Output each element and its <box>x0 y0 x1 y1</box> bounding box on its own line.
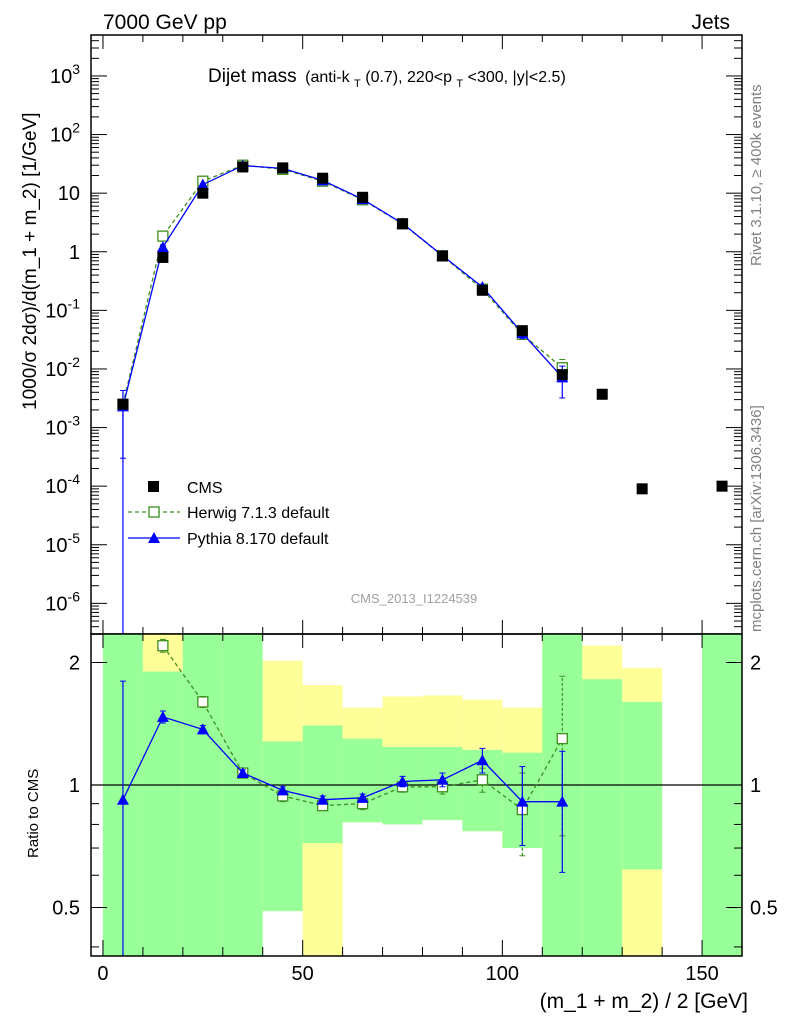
cms-point <box>397 218 409 230</box>
watermark: CMS_2013_I1224539 <box>351 591 478 606</box>
legend-cms-marker <box>148 481 159 492</box>
ratio-y-tick-label-right: 1 <box>750 775 761 797</box>
ratio-pythia-point <box>276 784 289 796</box>
ratio-x-tick-labels: 0 50 100 150 <box>97 963 718 985</box>
ratio-y-tick-label: 2 <box>69 653 80 675</box>
cms-point <box>596 388 608 400</box>
ratio-pythia-point <box>516 795 529 807</box>
ratio-band-inner <box>262 741 303 912</box>
header-left: 7000 GeV pp <box>103 11 227 34</box>
pythia-point <box>196 178 209 190</box>
main-x-ticks <box>102 35 743 634</box>
title-sub-4: <300, |y|<2.5) <box>468 69 566 86</box>
cms-point <box>476 284 488 296</box>
mcplots-label: mcplots.cern.ch [arXiv:1306.3436] <box>748 405 765 632</box>
main-title: Dijet mass (anti-k T (0.7), 220<p T <300… <box>208 66 566 91</box>
ratio-pythia-line <box>122 716 563 803</box>
main-y-tick-label: 10-6 <box>45 588 80 615</box>
main-y-tick-label: 10-3 <box>45 413 80 440</box>
title-sub-3: T <box>456 78 463 90</box>
ratio-y-tick-label: 0.5 <box>52 897 80 919</box>
main-y-tick-label: 10-4 <box>45 471 80 498</box>
main-y-tick-label: 10-5 <box>45 530 80 557</box>
ratio-herwig-point <box>157 640 169 652</box>
ratio-panel: 0.5 0.5 1 1 2 2 0 50 100 150 Ratio to CMS (m_1 +… <box>25 633 778 1013</box>
ratio-band-inner <box>222 634 263 956</box>
ratio-y-ticks <box>91 662 742 948</box>
main-y-tick-label: 1 <box>69 242 80 264</box>
legend-herwig-label: Herwig 7.1.3 default <box>187 505 330 522</box>
cms-point <box>237 161 249 173</box>
cms-point <box>317 172 329 184</box>
ratio-y-axis-label: Ratio to CMS <box>25 769 42 858</box>
ratio-y-tick-label: 1 <box>69 775 80 797</box>
ratio-frame <box>90 633 743 957</box>
pythia-point <box>156 241 169 253</box>
ratio-band-inner <box>702 634 742 956</box>
main-y-tick-label: 102 <box>50 120 80 147</box>
ratio-band-inner <box>622 701 663 870</box>
main-y-ticks <box>91 34 742 635</box>
legend-herwig-marker <box>148 506 160 518</box>
main-y-tick-label: 10-2 <box>45 354 80 381</box>
ratio-herwig-point <box>556 732 568 745</box>
title-sub-0: (anti-k <box>305 69 350 86</box>
cms-point <box>157 251 169 263</box>
ratio-y-tick-label-right: 0.5 <box>750 897 778 919</box>
ratio-y-tick-label-right: 2 <box>750 653 761 675</box>
ratio-pythia-point <box>116 793 129 805</box>
cms-point <box>556 369 568 381</box>
ratio-x-tick-label: 100 <box>486 963 519 985</box>
ratio-pythia-point <box>476 754 489 766</box>
herwig-point <box>157 230 169 242</box>
ratio-herwig-point <box>476 774 489 786</box>
ratio-band-inner <box>302 725 343 844</box>
main-y-axis-label: 1000/σ 2dσ)/d(m_1 + m_2) [1/GeV] <box>20 112 41 410</box>
cms-point <box>436 250 448 262</box>
ratio-herwig-point <box>197 696 209 708</box>
ratio-pythia-point <box>356 791 369 803</box>
main-data <box>116 159 728 634</box>
main-panel: Dijet mass (anti-k T (0.7), 220<p T <300… <box>20 34 743 635</box>
header-right: Jets <box>691 11 730 34</box>
ratio-x-tick-label: 50 <box>292 963 314 985</box>
main-y-tick-label: 10-1 <box>45 295 80 322</box>
cms-point <box>516 325 528 337</box>
cms-point <box>357 191 369 203</box>
ratio-pythia-point <box>156 710 169 722</box>
ratio-pythia-point <box>436 773 449 785</box>
ratio-pythia-point <box>396 775 409 787</box>
cms-point <box>277 162 289 174</box>
pythia-line <box>122 164 563 407</box>
ratio-pythia-point <box>316 793 329 805</box>
legend: CMS Herwig 7.1.3 default Pythia 8.170 de… <box>128 480 330 548</box>
main-y-tick-label: 103 <box>50 61 80 88</box>
ratio-x-tick-label: 150 <box>685 963 718 985</box>
legend-cms-label: CMS <box>187 480 223 497</box>
title-sub-1: T <box>354 78 361 90</box>
ratio-pythia-point <box>556 795 569 807</box>
title-sub-2: (0.7), 220<p <box>365 69 452 86</box>
cms-point <box>636 483 648 495</box>
rivet-label: Rivet 3.1.10, ≥ 400k events <box>748 84 765 266</box>
ratio-x-tick-label: 0 <box>97 963 108 985</box>
main-y-tick-label: 10 <box>58 183 80 205</box>
ratio-band-inner <box>582 679 623 956</box>
ratio-data <box>116 638 569 957</box>
title-main: Dijet mass <box>208 66 297 87</box>
ratio-pythia-point <box>236 767 249 779</box>
ratio-pythia-point <box>196 723 209 735</box>
main-y-tick-labels: 10-6 10-5 10-4 10-3 10-2 10-1 1 10 102 103 <box>45 61 80 615</box>
cms-point <box>197 187 209 199</box>
ratio-y-tick-labels: 0.5 0.5 1 1 2 2 <box>52 653 778 920</box>
cms-point <box>117 398 129 410</box>
legend-pythia-marker <box>148 532 160 543</box>
cms-point <box>716 480 728 492</box>
x-axis-label: (m_1 + m_2) / 2 [GeV] <box>540 990 748 1013</box>
ratio-band-inner <box>182 634 223 956</box>
legend-pythia-label: Pythia 8.170 default <box>187 531 329 548</box>
